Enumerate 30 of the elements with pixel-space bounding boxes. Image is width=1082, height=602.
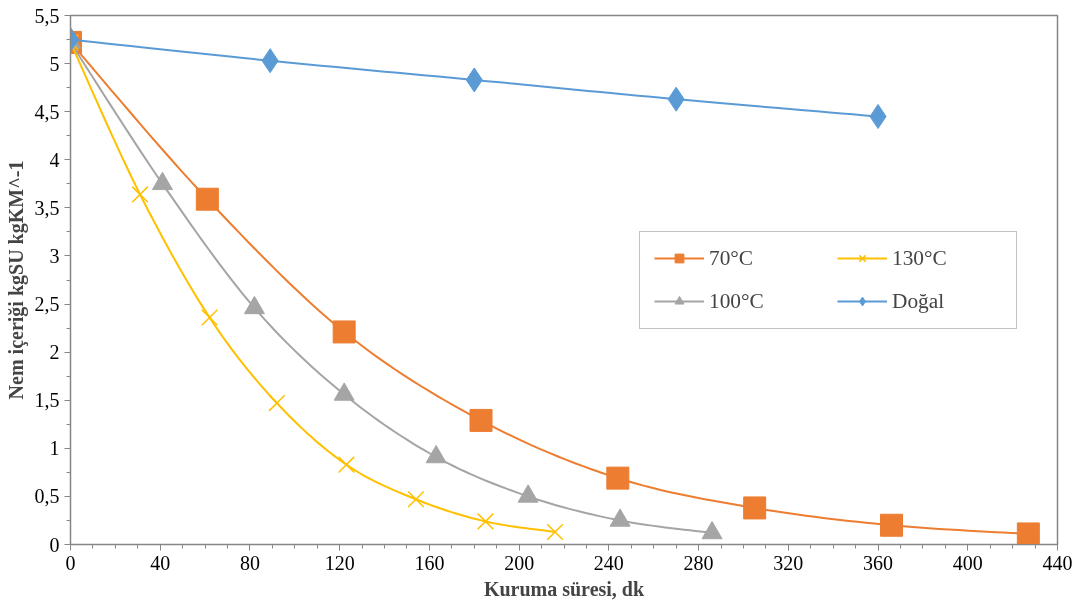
y-tick-label: 4,5 <box>34 100 60 123</box>
x-axis-title: Kuruma süresi, dk <box>483 577 645 600</box>
x-tick-label: 120 <box>324 551 355 574</box>
x-tick-label: 200 <box>504 551 535 574</box>
y-tick-label: 1 <box>49 437 60 460</box>
legend-label: Doğal <box>892 288 946 314</box>
y-tick-label: 0 <box>49 533 60 556</box>
legend-label: 130°C <box>892 245 948 271</box>
y-axis-title: Nem içeriği kgSU kgKM^-1 <box>4 160 28 400</box>
y-tick-label: 5 <box>49 52 60 75</box>
x-tick-label: 80 <box>239 551 260 574</box>
y-tick-label: 3 <box>49 244 60 267</box>
x-tick-label: 0 <box>65 551 76 574</box>
x-tick-label: 240 <box>593 551 624 574</box>
x-tick-label: 400 <box>952 551 983 574</box>
y-tick-label: 5,5 <box>34 4 60 27</box>
x-tick-label: 440 <box>1042 551 1073 574</box>
x-tick-label: 40 <box>150 551 171 574</box>
y-tick-label: 4 <box>49 148 60 171</box>
y-tick-label: 2,5 <box>34 293 60 316</box>
x-tick-label: 320 <box>773 551 804 574</box>
y-tick-label: 0,5 <box>34 485 60 508</box>
x-tick-label: 360 <box>863 551 894 574</box>
x-tick-label: 160 <box>414 551 445 574</box>
legend-label: 100°C <box>709 288 765 314</box>
x-tick-label: 280 <box>683 551 714 574</box>
y-tick-label: 3,5 <box>34 196 60 219</box>
legend-label: 70°C <box>709 245 755 271</box>
y-tick-label: 2 <box>49 341 60 364</box>
y-tick-label: 1,5 <box>34 389 60 412</box>
